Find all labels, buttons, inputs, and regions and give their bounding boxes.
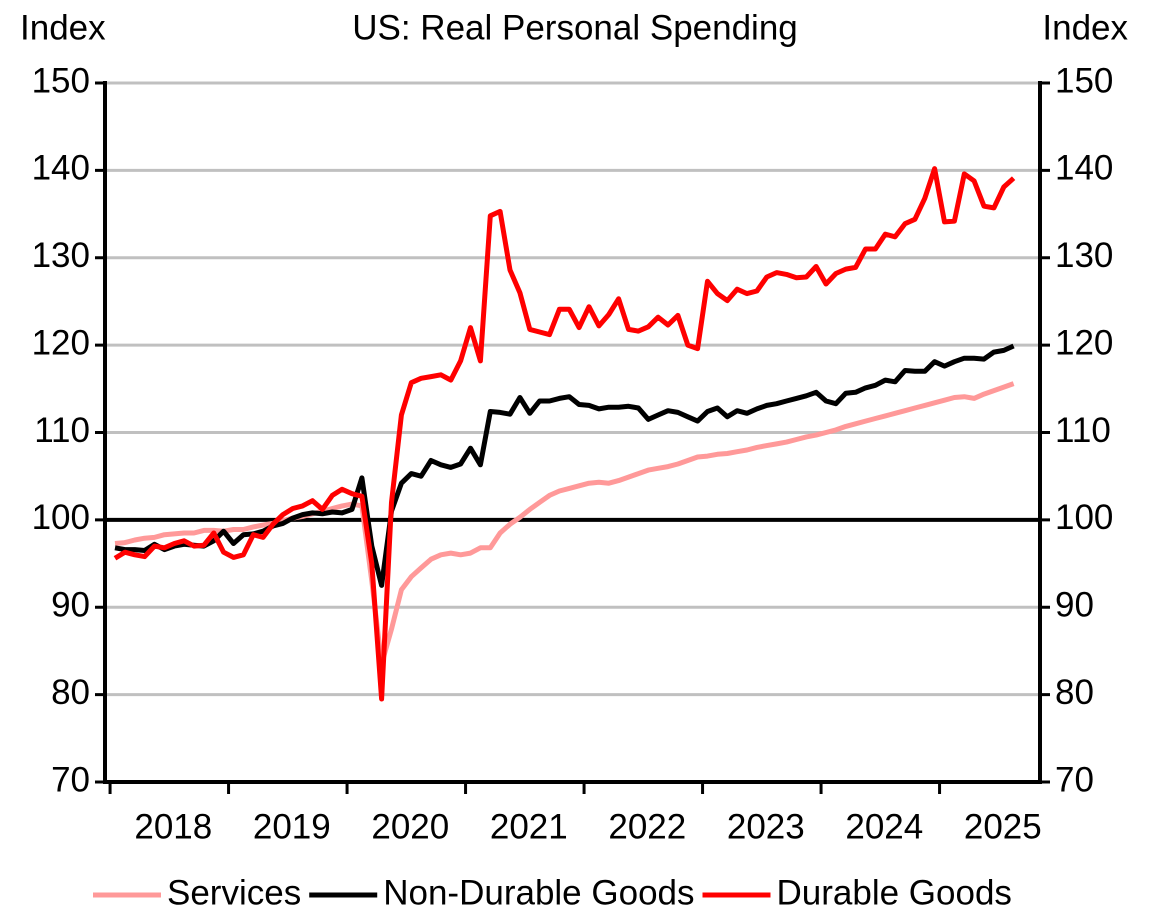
y2-tick-label: 130 <box>1055 236 1113 275</box>
y2-tick-label: 90 <box>1055 586 1094 625</box>
y2-tick-label: 80 <box>1055 673 1094 712</box>
y2-tick-label: 110 <box>1055 411 1111 450</box>
x-tick-label: 2025 <box>964 807 1042 846</box>
y-tick-label: 80 <box>51 673 90 712</box>
y2-tick-label: 150 <box>1055 61 1113 100</box>
x-tick-label: 2023 <box>727 807 805 846</box>
x-tick-label: 2021 <box>490 807 568 846</box>
y2-tick-label: 140 <box>1055 149 1113 188</box>
legend-label: Durable Goods <box>777 873 1012 912</box>
chart-title: US: Real Personal Spending <box>352 8 798 47</box>
y2-tick-label: 120 <box>1055 323 1113 362</box>
y-axis-label: Index <box>20 8 106 47</box>
y2-axis-label: Index <box>1042 8 1128 47</box>
y-tick-label: 110 <box>34 411 90 450</box>
y-tick-label: 150 <box>32 61 90 100</box>
y2-tick-label: 70 <box>1055 760 1094 799</box>
x-tick-label: 2022 <box>608 807 686 846</box>
series-line <box>114 343 1015 588</box>
x-tick-label: 2019 <box>253 807 331 846</box>
y-tick-label: 100 <box>32 498 90 537</box>
y-tick-label: 120 <box>32 323 90 362</box>
legend-label: Non-Durable Goods <box>383 873 694 912</box>
x-tick-label: 2020 <box>371 807 449 846</box>
legend-label: Services <box>167 873 301 912</box>
y-tick-label: 70 <box>51 760 90 799</box>
y2-tick-label: 100 <box>1055 498 1113 537</box>
x-tick-label: 2018 <box>134 807 212 846</box>
y-tick-label: 130 <box>32 236 90 275</box>
series-line <box>113 166 1016 702</box>
y-tick-label: 140 <box>32 149 90 188</box>
y-tick-label: 90 <box>51 586 90 625</box>
x-tick-label: 2024 <box>845 807 923 846</box>
series-line <box>114 381 1015 667</box>
